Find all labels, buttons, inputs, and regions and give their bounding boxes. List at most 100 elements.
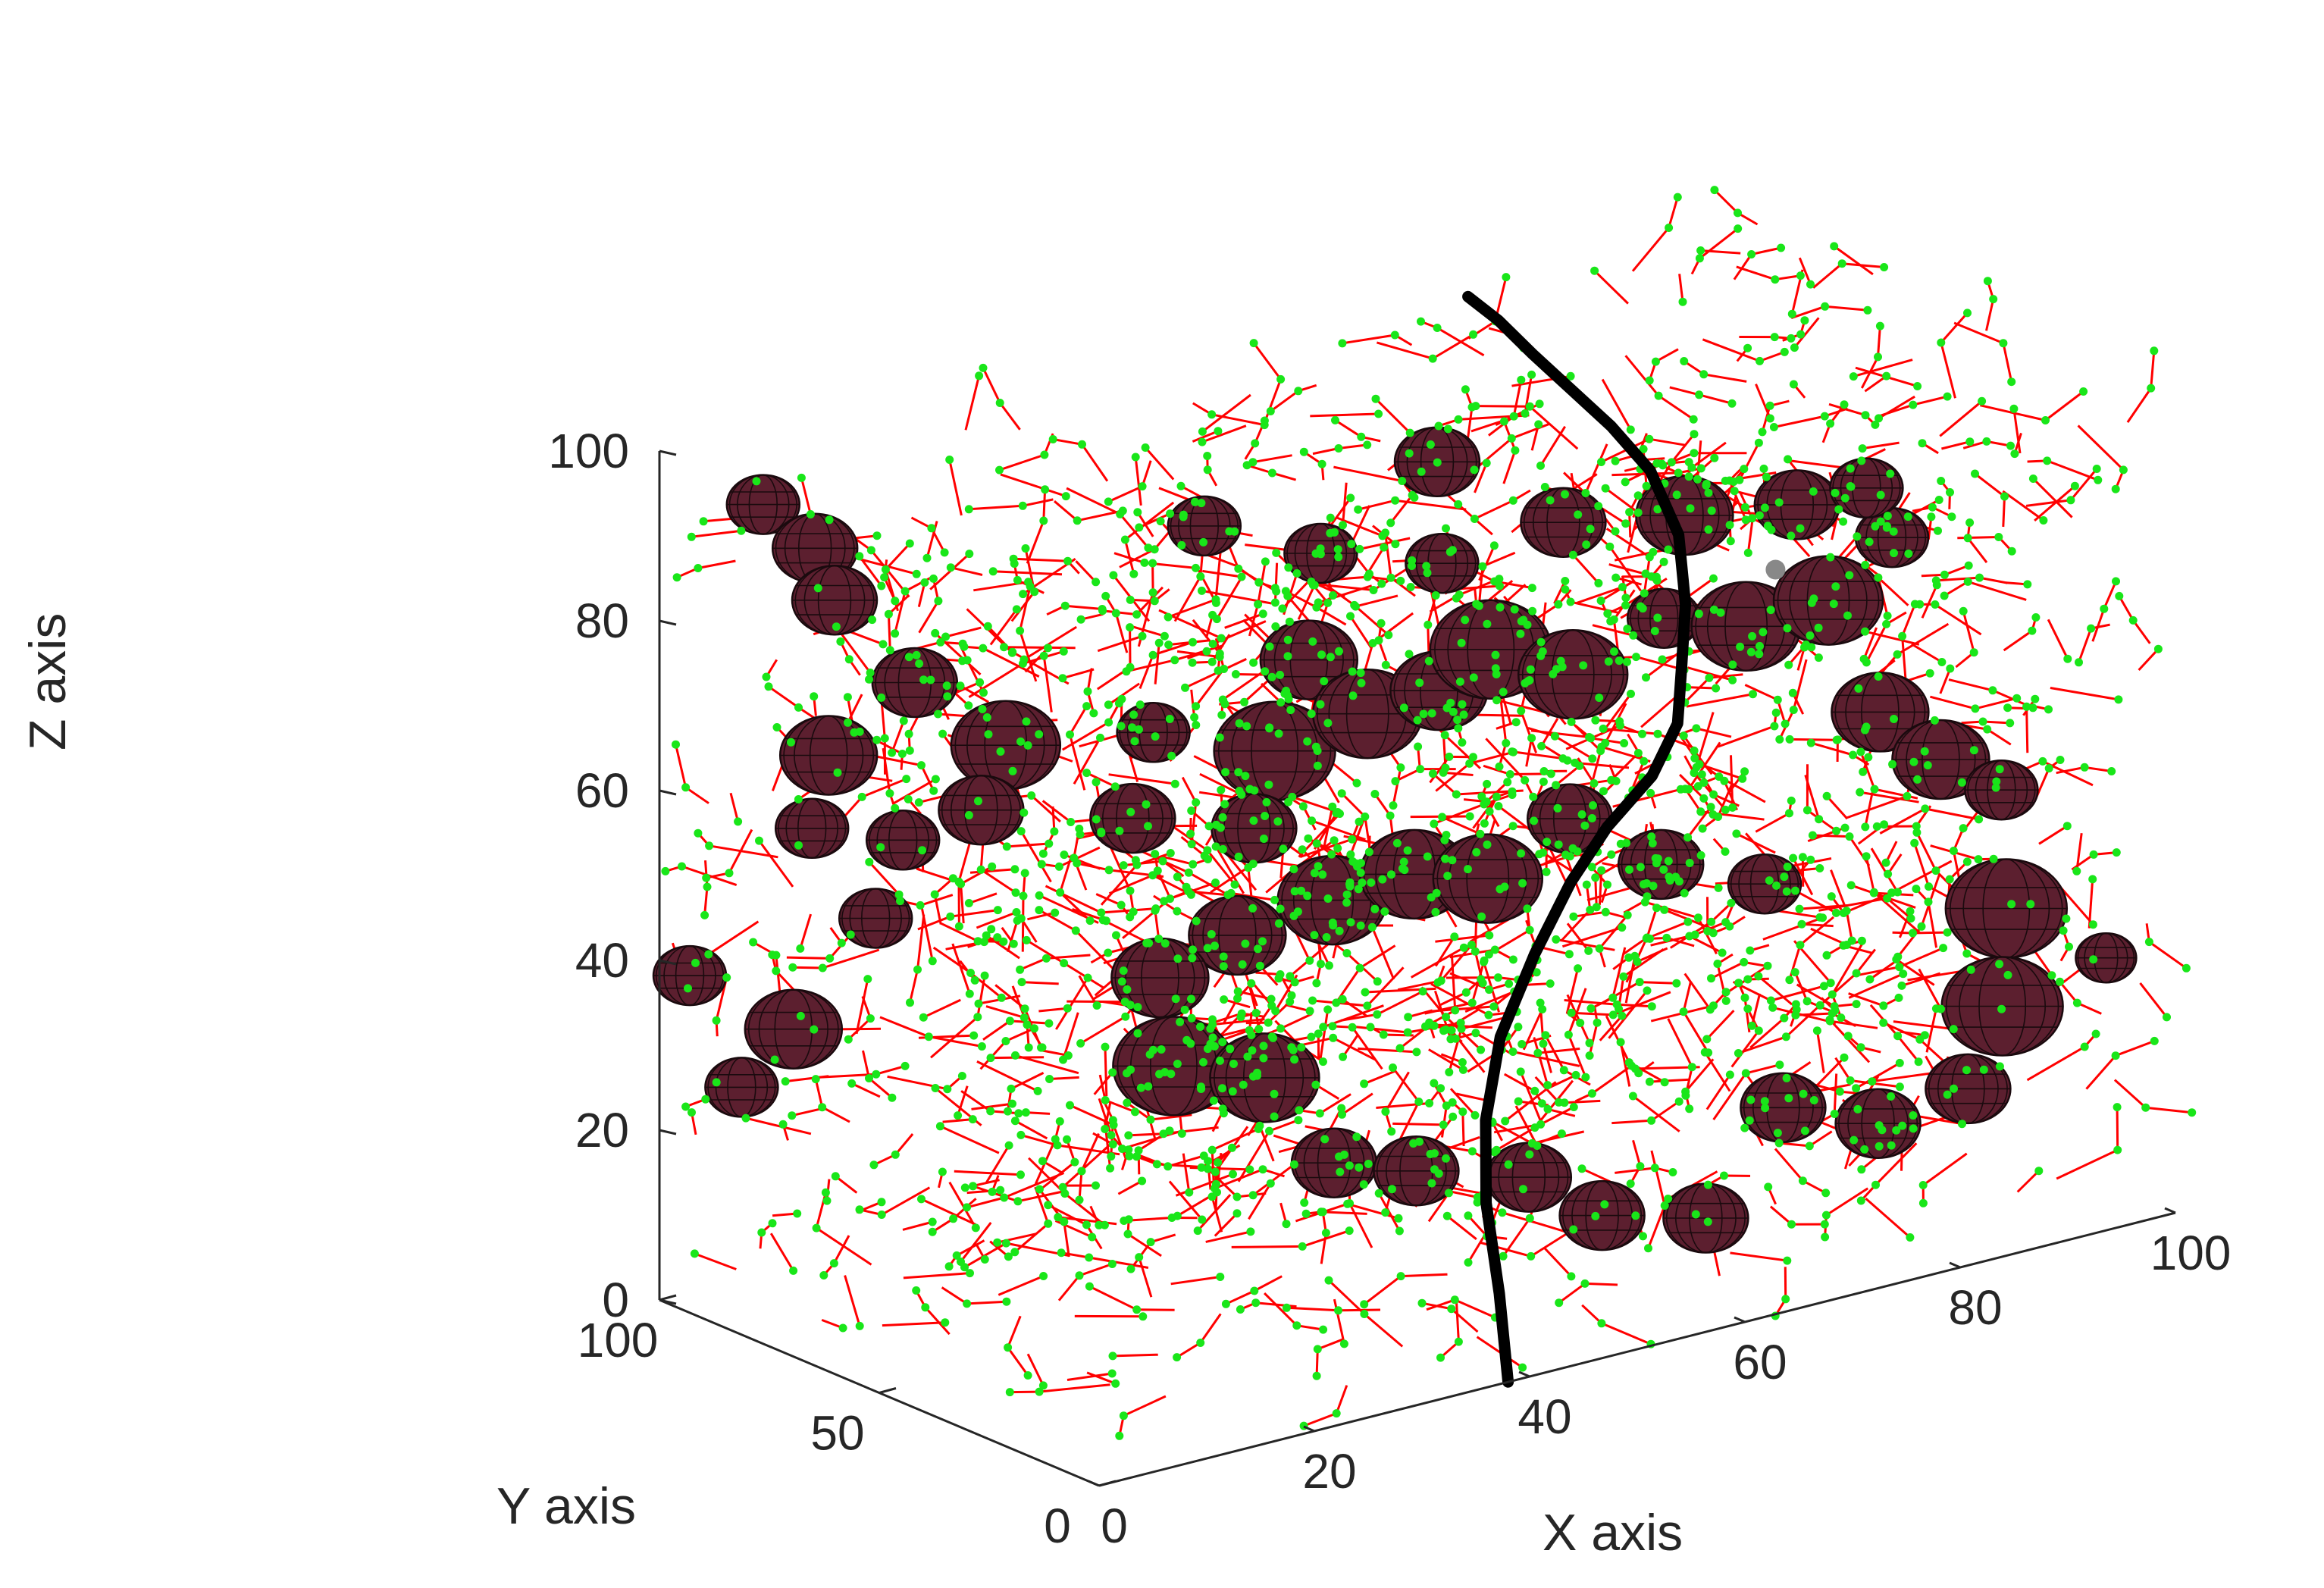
node-point (1642, 879, 1651, 888)
branch-segment (1389, 494, 1414, 524)
branch-segment (1792, 659, 1808, 710)
node-point (1704, 525, 1713, 534)
node-point (2115, 591, 2124, 600)
node-point (1289, 1160, 1298, 1169)
branch-segment (1524, 982, 1551, 986)
node-point (1311, 549, 1320, 558)
branch-segment (1469, 750, 1514, 765)
node-point (1157, 1045, 1166, 1054)
node-point (1606, 617, 1615, 626)
node-point (1433, 324, 1442, 332)
node-point (1063, 1135, 1071, 1144)
node-point (1773, 695, 1782, 704)
node-point (965, 989, 974, 998)
sphere (791, 565, 879, 636)
node-point (934, 709, 942, 719)
branch-segment (948, 1181, 977, 1229)
node-point (1872, 822, 1881, 831)
node-point (1448, 546, 1457, 555)
x-tick (2164, 1207, 2176, 1214)
node-point (1680, 888, 1689, 897)
node-point (1035, 730, 1044, 739)
node-point (1279, 844, 1288, 854)
node-point (794, 795, 803, 803)
node-point (1391, 540, 1400, 549)
sphere (1727, 853, 1803, 915)
node-point (2150, 1036, 2159, 1045)
branch-segment (2025, 499, 2072, 507)
node-point (1363, 440, 1372, 449)
node-point (1546, 979, 1555, 988)
node-point (1248, 860, 1258, 869)
node-point (869, 1160, 879, 1170)
node-point (1430, 1165, 1439, 1174)
node-point (960, 642, 969, 651)
node-point (872, 1070, 881, 1079)
node-point (1568, 844, 1577, 853)
branch-segment (1004, 1172, 1065, 1199)
node-point (1585, 1051, 1594, 1060)
node-point (1881, 858, 1890, 867)
node-point (1231, 670, 1240, 678)
branch-segment (1913, 842, 1930, 888)
branch-segment (868, 861, 900, 896)
node-point (1321, 1229, 1330, 1237)
branch-segment (1248, 1182, 1272, 1220)
node-point (1326, 528, 1335, 537)
sphere-meridian (1928, 1054, 2008, 1124)
node-point (1833, 735, 1842, 744)
branch-segment (879, 1016, 929, 1038)
node-point (1379, 1030, 1388, 1039)
node-point (1301, 1209, 1311, 1218)
branch-segment (920, 1198, 976, 1226)
node-point (1782, 1073, 1791, 1082)
branch-segment (1445, 1016, 1482, 1051)
node-point (1831, 582, 1840, 591)
branch-segment (1594, 877, 1598, 907)
node-point (1204, 1157, 1213, 1166)
node-point (1228, 1087, 1237, 1096)
branch-segment (684, 786, 709, 804)
node-point (1016, 737, 1025, 746)
node-point (1931, 866, 1940, 875)
x-tick-label: 0 (1101, 1499, 1128, 1553)
node-point (1106, 1164, 1115, 1173)
node-point (1004, 1343, 1013, 1352)
branch-segment (1815, 1030, 1825, 1073)
sphere-meridian (1408, 533, 1477, 594)
node-point (1270, 598, 1279, 607)
branch-segment (1512, 379, 1523, 417)
node-point (1308, 637, 1317, 646)
node-point (1198, 1215, 1207, 1224)
node-point (1377, 619, 1386, 628)
node-point (1629, 631, 1638, 640)
branch-segment (1649, 1078, 1690, 1083)
branch-segment (1555, 765, 1580, 786)
node-point (1530, 1123, 1539, 1132)
branch-segment (2115, 1039, 2155, 1057)
node-point (1276, 670, 1285, 679)
branch-segment (1088, 1256, 1149, 1269)
node-point (1728, 803, 1737, 812)
node-point (1207, 410, 1217, 419)
node-point (1895, 1082, 1904, 1092)
node-point (1467, 1147, 1477, 1156)
node-point (1148, 871, 1157, 880)
node-point (984, 730, 993, 739)
node-point (1704, 488, 1713, 497)
node-point (1652, 572, 1661, 581)
branch-segment (1647, 1204, 1666, 1249)
node-point (1555, 1298, 1564, 1308)
node-point (1283, 652, 1292, 661)
node-point (1092, 1181, 1100, 1190)
node-point (1633, 508, 1643, 517)
node-point (1714, 883, 1723, 892)
branch-segment (1201, 393, 1251, 433)
branch-segment (1038, 1383, 1110, 1393)
node-point (1424, 656, 1433, 666)
node-point (1405, 650, 1414, 659)
node-point (1204, 822, 1214, 831)
branch-segment (1168, 1180, 1203, 1220)
node-point (1819, 982, 1828, 991)
branch-segment (1730, 1029, 1760, 1068)
